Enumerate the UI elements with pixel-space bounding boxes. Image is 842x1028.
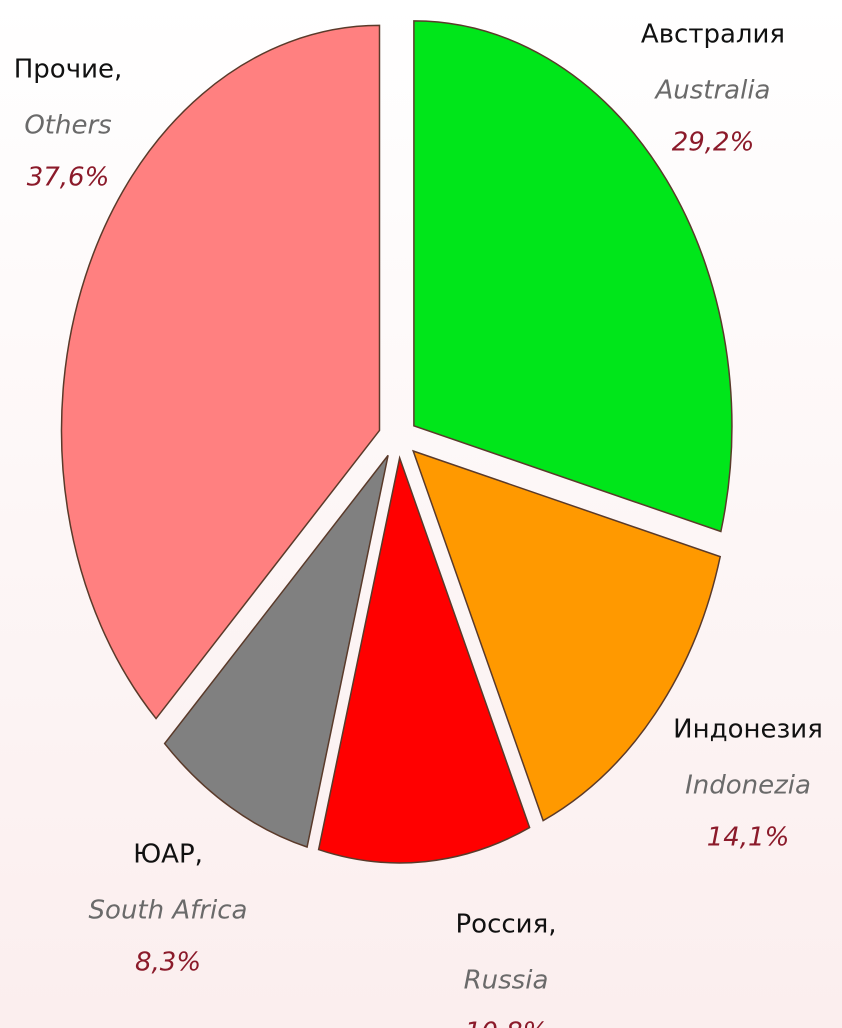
pie-slice: [163, 454, 389, 848]
slice-label: Индонезия: [673, 715, 823, 745]
slice-label-en: South Africa: [89, 896, 248, 926]
slice-value-label: 10,8%: [465, 1018, 548, 1028]
slice-label: Россия,: [456, 910, 557, 940]
slice-value-label: 8,3%: [135, 948, 201, 978]
pie-slice: [317, 455, 531, 864]
pie-slice: [60, 24, 381, 720]
pie-slice: [413, 20, 733, 533]
slice-value-label: 14,1%: [707, 823, 790, 853]
slice-label-en: Australia: [653, 76, 770, 106]
slice-value-label: 37,6%: [27, 163, 110, 193]
pie-slice: [411, 449, 722, 822]
slice-label-en: Russia: [464, 966, 549, 996]
slice-label: Прочие,: [14, 55, 122, 85]
slice-label-en: Others: [24, 111, 111, 141]
slice-label: Австралия: [641, 20, 785, 50]
slice-value-label: 29,2%: [672, 128, 755, 158]
slice-label: ЮАР,: [133, 840, 203, 870]
slice-label-en: Indonezia: [685, 771, 811, 801]
